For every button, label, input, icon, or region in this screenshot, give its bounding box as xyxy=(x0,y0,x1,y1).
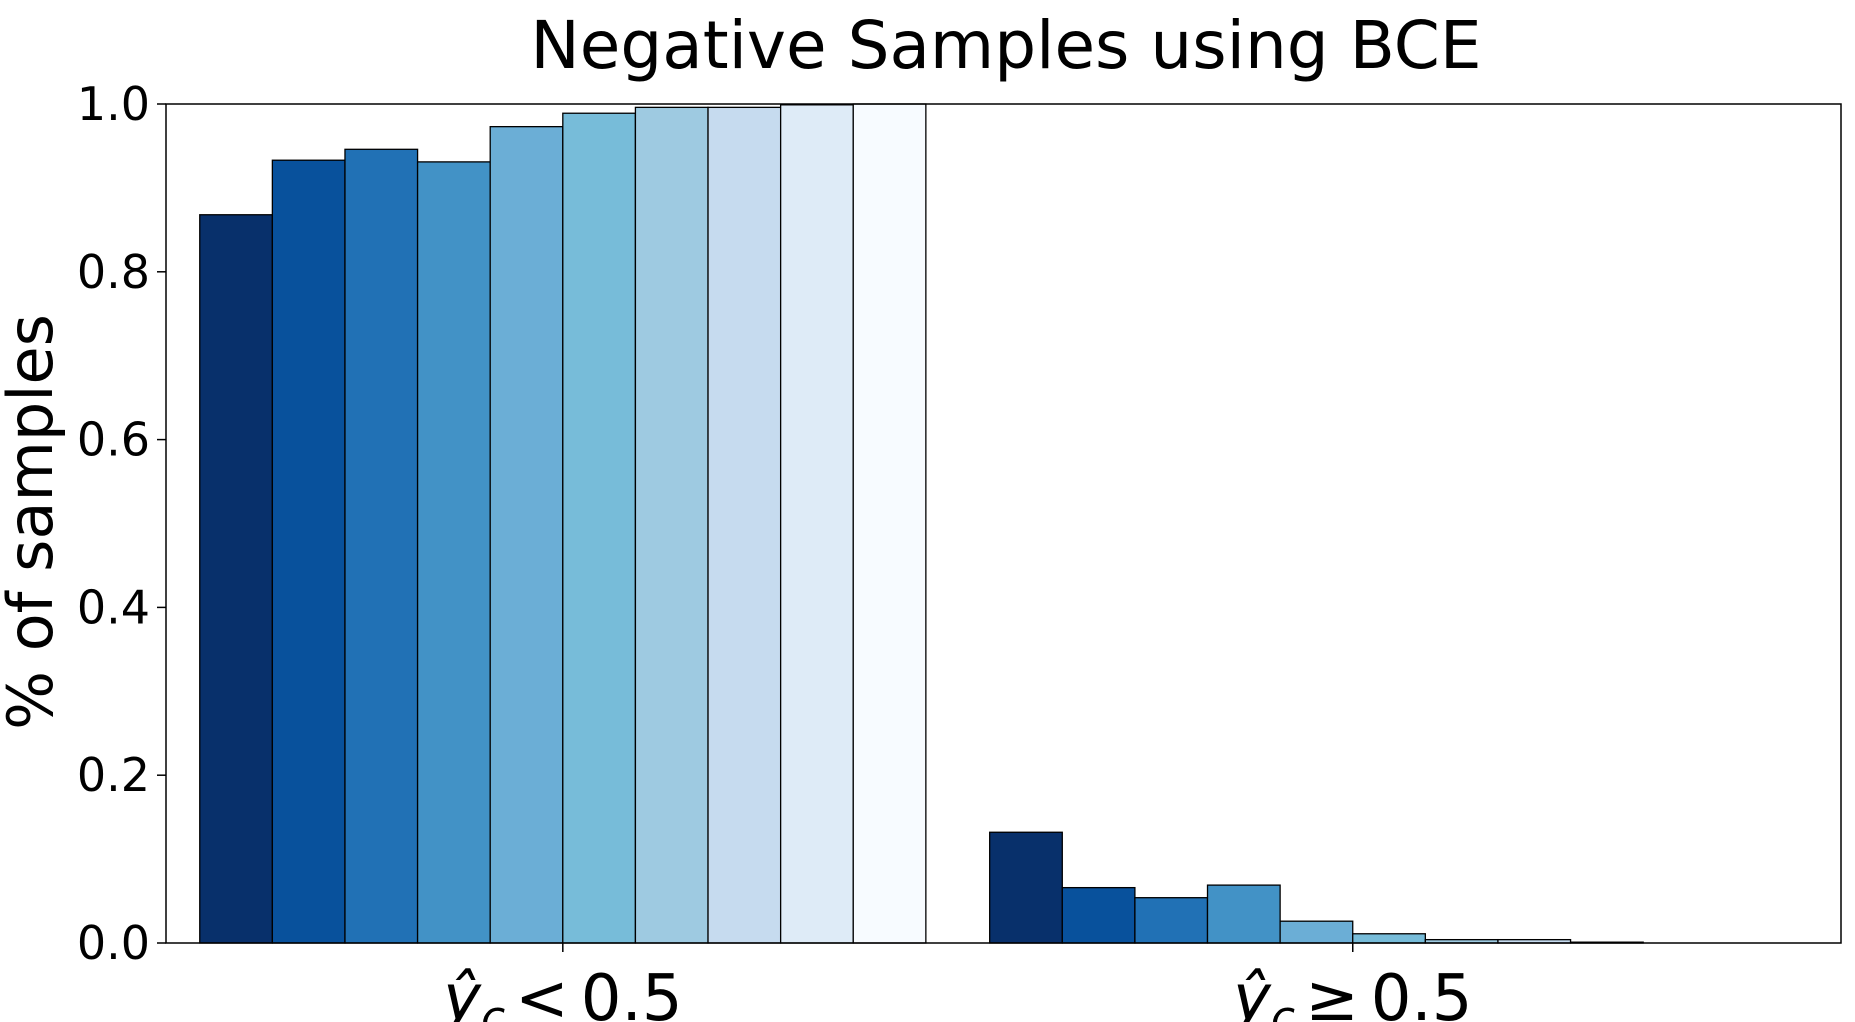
bar-series-4-category-1 xyxy=(416,161,491,944)
bar-series-3-category-2 xyxy=(1134,897,1209,944)
plot-frame xyxy=(165,103,1842,944)
bar-series-2-category-1 xyxy=(271,159,346,944)
bar-series-10-category-1 xyxy=(852,103,927,944)
bar-series-5-category-1 xyxy=(489,126,564,944)
bars-group xyxy=(199,103,1644,944)
y-tick-label: 0.4 xyxy=(77,580,150,634)
y-tick-label: 0.8 xyxy=(77,245,150,299)
chart-title: Negative Samples using BCE xyxy=(530,7,1481,84)
y-tick-label: 1.0 xyxy=(77,77,150,131)
bar-series-2-category-2 xyxy=(1061,886,1136,944)
bar-series-1-category-1 xyxy=(199,214,274,944)
bar-series-8-category-1 xyxy=(707,106,782,944)
y-tick-label: 0.6 xyxy=(77,413,150,467)
bar-series-5-category-2 xyxy=(1279,920,1354,944)
x-category-label: ŷc <0.5 xyxy=(441,962,682,1022)
bar-series-6-category-1 xyxy=(562,112,637,944)
y-axis: 0.0 0.2 0.4 0.6 0.8 1.0 xyxy=(77,77,166,970)
x-axis: ŷc <0.5 ŷc ≥0.5 xyxy=(441,943,1472,1022)
y-tick-label: 0.2 xyxy=(77,748,150,802)
x-category-label: ŷc ≥0.5 xyxy=(1231,962,1472,1022)
y-tick-label: 0.0 xyxy=(77,916,150,970)
bar-series-9-category-1 xyxy=(779,104,854,944)
bar-series-7-category-1 xyxy=(634,106,709,944)
bar-series-6-category-2 xyxy=(1352,933,1426,944)
bar-series-3-category-1 xyxy=(344,148,419,944)
bar-series-4-category-2 xyxy=(1206,884,1281,944)
bar-series-1-category-2 xyxy=(989,831,1063,944)
y-axis-label: % of samples xyxy=(0,314,67,730)
